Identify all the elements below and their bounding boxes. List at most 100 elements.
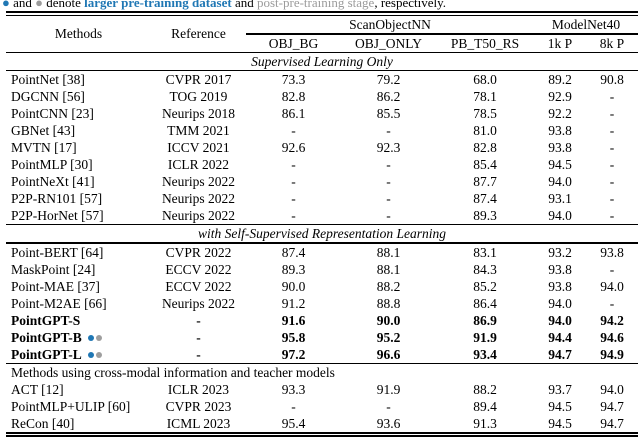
value-cell: 89.3 xyxy=(473,208,497,224)
table-caption: ● and ● denote larger pre-training datas… xyxy=(0,0,640,11)
value-cell: 89.4 xyxy=(473,399,497,415)
reference-cell: CVPR 2017 xyxy=(165,72,232,88)
caption-bullet-blue-icon: ● xyxy=(2,0,10,10)
value-cell: - xyxy=(609,174,615,190)
value-cell: 85.5 xyxy=(376,106,401,122)
value-cell: 90.0 xyxy=(376,312,401,328)
column-header-obj-only: OBJ_ONLY xyxy=(355,35,422,51)
section-rule xyxy=(6,362,638,365)
value-cell: 91.9 xyxy=(376,382,401,398)
value-cell: 91.2 xyxy=(281,295,306,311)
results-table: ScanObjectNN ModelNet40 OBJ_BG OBJ_ONLY … xyxy=(6,11,638,438)
value-cell: 81.0 xyxy=(473,123,497,139)
section-rule xyxy=(6,224,638,226)
reference-cell: - xyxy=(196,329,201,345)
value-cell: 94.7 xyxy=(600,416,624,432)
value-cell: 94.5 xyxy=(548,399,572,415)
value-cell: 94.0 xyxy=(600,382,624,398)
value-cell: - xyxy=(291,174,296,190)
reference-cell: Neurips 2018 xyxy=(161,106,236,122)
method-cell: PointGPT-S xyxy=(11,312,81,328)
caption-text: and xyxy=(9,0,36,10)
value-cell: - xyxy=(291,399,296,415)
value-cell: 93.8 xyxy=(600,244,624,260)
value-cell: 94.2 xyxy=(600,312,624,328)
value-cell: 78.1 xyxy=(473,89,497,105)
table-row: ReCon [40] ICML 2023 95.4 93.6 91.3 94.5 94.7 xyxy=(6,415,638,432)
table-row: MVTN [17] ICCV 2021 92.6 92.3 82.8 93.8 - xyxy=(6,139,638,156)
column-header-pb-t50-rs: PB_T50_RS xyxy=(450,35,520,51)
value-cell: - xyxy=(609,261,615,277)
table-row: Point-M2AE [66] Neurips 2022 91.2 88.8 86.4 9… xyxy=(6,295,638,312)
reference-cell: Neurips 2022 xyxy=(161,295,236,311)
reference-cell: ICML 2023 xyxy=(166,416,231,432)
value-cell: 95.8 xyxy=(281,329,306,345)
value-cell: 87.4 xyxy=(473,191,497,207)
pretrain-marker-dots xyxy=(86,347,102,362)
group-underline-rule xyxy=(246,33,638,35)
value-cell: 85.4 xyxy=(473,157,497,173)
section-title-self-supervised: with Self-Supervised Representation Lear… xyxy=(197,226,447,242)
value-cell: - xyxy=(291,191,296,207)
value-cell: 96.6 xyxy=(376,346,401,362)
value-cell: 82.8 xyxy=(473,140,497,156)
value-cell: - xyxy=(386,191,391,207)
value-cell: 79.2 xyxy=(376,72,401,88)
value-cell: 86.1 xyxy=(281,106,306,122)
method-cell: PointNet [38] xyxy=(11,72,85,88)
value-cell: 73.3 xyxy=(281,72,306,88)
reference-cell: ECCV 2022 xyxy=(165,261,232,277)
value-cell: 90.8 xyxy=(600,72,624,88)
column-group-scanobjectnn: ScanObjectNN xyxy=(349,17,431,33)
method-cell: P2P-RN101 [57] xyxy=(11,191,103,207)
reference-cell: Neurips 2022 xyxy=(161,208,236,224)
value-cell: 94.5 xyxy=(548,157,572,173)
reference-cell: TOG 2019 xyxy=(169,89,228,105)
method-cell: PointNeXt [41] xyxy=(11,174,95,190)
reference-cell: CVPR 2023 xyxy=(165,399,232,415)
value-cell: 88.1 xyxy=(376,244,401,260)
column-header-8k-p: 8k P xyxy=(599,35,625,51)
value-cell: 93.6 xyxy=(376,416,401,432)
pretrain-marker-dots xyxy=(86,330,102,345)
value-cell: 95.2 xyxy=(376,329,401,345)
value-cell: 68.0 xyxy=(473,72,497,88)
reference-cell: CVPR 2022 xyxy=(165,244,232,260)
value-cell: 93.3 xyxy=(281,382,306,398)
table-row: PointNeXt [41] Neurips 2022 - - 87.7 94.0 - xyxy=(6,173,638,190)
table-row: PointMLP [30] ICLR 2022 - - 85.4 94.5 - xyxy=(6,156,638,173)
method-cell: DGCNN [56] xyxy=(11,89,85,105)
table-row: PointGPT-L - 97.2 96.6 93.4 94.7 94.9 xyxy=(6,346,638,363)
method-cell: Point-BERT [64] xyxy=(11,244,104,260)
table-row: GBNet [43] TMM 2021 - - 81.0 93.8 - xyxy=(6,122,638,139)
value-cell: 88.2 xyxy=(376,278,401,294)
value-cell: 89.2 xyxy=(548,72,572,88)
value-cell: 92.2 xyxy=(548,106,572,122)
section-rule xyxy=(6,69,638,72)
top-double-rule xyxy=(6,11,638,17)
table-row: MaskPoint [24] ECCV 2022 89.3 88.1 84.3 93.8 - xyxy=(6,261,638,278)
value-cell: 93.8 xyxy=(548,261,572,277)
larger-dataset-dot-icon xyxy=(87,334,94,341)
value-cell: 94.0 xyxy=(548,208,572,224)
value-cell: 94.0 xyxy=(548,295,572,311)
table-row: PointMLP+ULIP [60] CVPR 2023 - - 89.4 94.5 94.… xyxy=(6,398,638,415)
reference-cell: Neurips 2022 xyxy=(161,191,236,207)
value-cell: - xyxy=(386,208,391,224)
value-cell: - xyxy=(291,123,296,139)
method-cell: MaskPoint [24] xyxy=(11,261,96,277)
value-cell: - xyxy=(609,191,615,207)
value-cell: 94.0 xyxy=(548,174,572,190)
value-cell: 93.1 xyxy=(548,191,572,207)
method-cell: GBNet [43] xyxy=(11,123,76,139)
value-cell: 94.0 xyxy=(548,312,572,328)
column-header-reference: Reference xyxy=(171,26,226,42)
table-row: PointNet [38] CVPR 2017 73.3 79.2 68.0 89.2 90… xyxy=(6,71,638,88)
reference-cell: ICLR 2022 xyxy=(167,157,230,173)
value-cell: 87.7 xyxy=(473,174,497,190)
value-cell: 86.2 xyxy=(376,89,401,105)
method-cell: MVTN [17] xyxy=(11,140,77,156)
caption-text: , respectively. xyxy=(374,0,447,10)
value-cell: - xyxy=(609,157,615,173)
value-cell: 86.4 xyxy=(473,295,497,311)
